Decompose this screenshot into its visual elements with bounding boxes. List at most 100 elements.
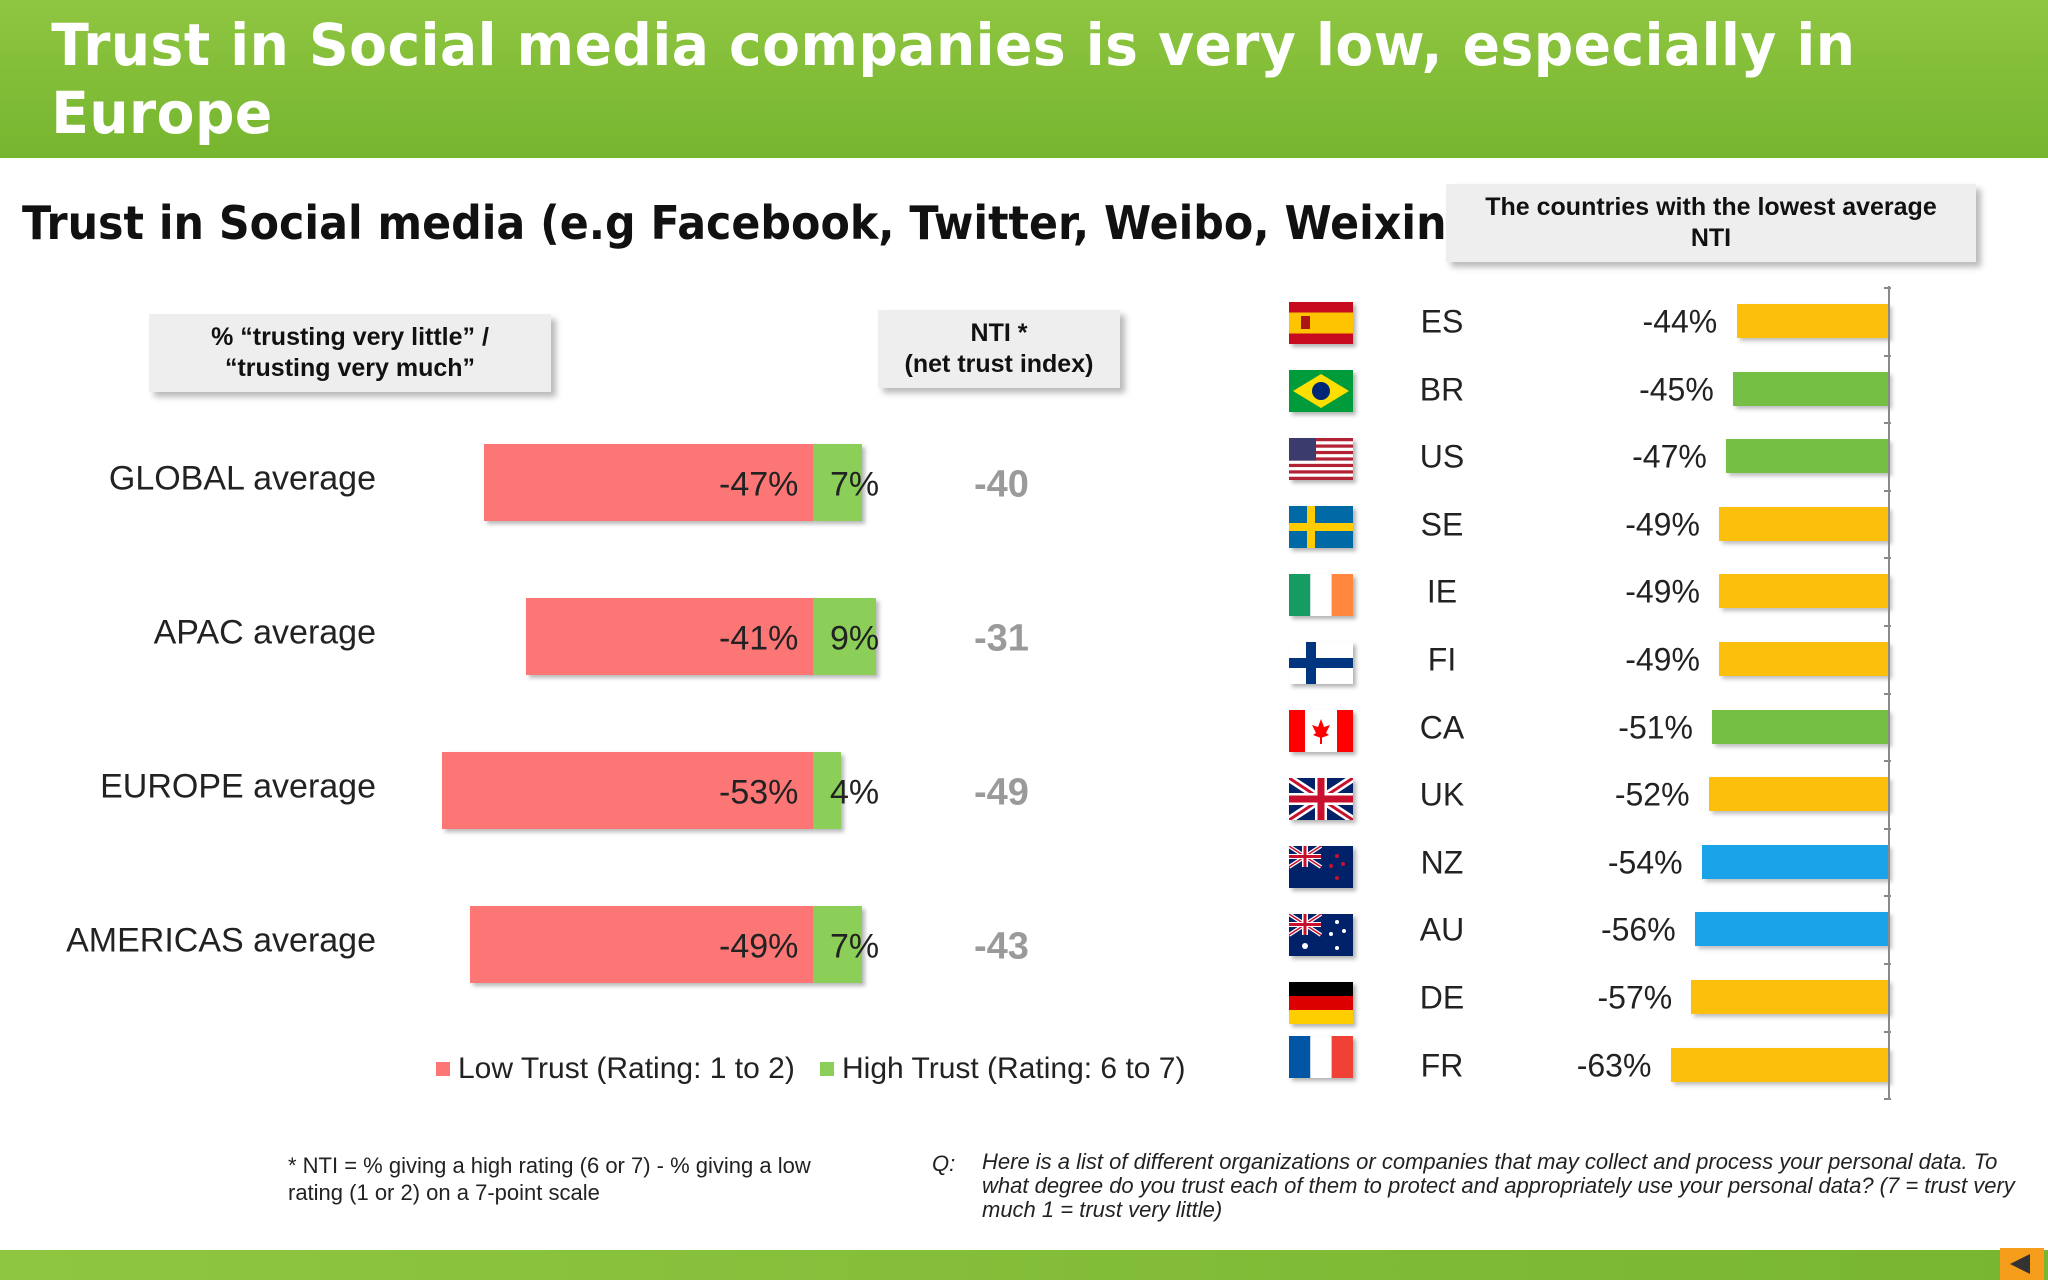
bar-nz [1701, 844, 1889, 879]
trust-label-box: % “trusting very little” / “trusting very… [149, 314, 551, 392]
footer-bar [0, 1250, 2048, 1280]
value-low-europe-average: -53% [719, 773, 799, 811]
bar-high-apac-average [813, 598, 876, 675]
axis-tick [1884, 557, 1891, 560]
flag-us-icon [1289, 438, 1353, 480]
axis-tick [1884, 692, 1891, 695]
value-low-americas-average: -49% [719, 927, 799, 965]
previous-slide-button[interactable] [2000, 1248, 2044, 1280]
legend-high: High Trust (Rating: 6 to 7) [820, 1052, 1185, 1086]
country-code-au: AU [1419, 911, 1465, 948]
value-de: -57% [1597, 979, 1673, 1016]
country-code-ca: CA [1419, 709, 1465, 746]
nti-value-global-average: -40 [974, 463, 1029, 505]
bar-fi [1719, 642, 1889, 676]
axis-tick [1884, 625, 1891, 627]
country-code-ie: IE [1426, 573, 1458, 610]
value-br: -45% [1639, 371, 1714, 408]
trust-label-line1: % “trusting very little” / [211, 323, 489, 351]
bar-high-global-average [813, 444, 862, 521]
bar-low-americas-average [470, 906, 813, 983]
legend-high-label: High Trust (Rating: 6 to 7) [842, 1052, 1186, 1085]
nti-footnote: * NTI = % giving a high rating (6 or 7) … [288, 1152, 848, 1206]
value-es: -44% [1642, 303, 1718, 340]
bar-low-apac-average [526, 598, 813, 675]
lowest-nti-box: The countries with the lowest average NTI [1446, 184, 1976, 262]
axis-tick [1884, 354, 1891, 357]
legend-low-swatch [436, 1062, 450, 1076]
value-fi: -49% [1625, 641, 1700, 678]
value-nz: -54% [1607, 844, 1683, 881]
header-banner: Trust in Social media companies is very … [0, 0, 2048, 158]
page-title: Trust in Social media companies is very … [51, 11, 1856, 147]
question-text: Here is a list of different organization… [982, 1150, 2028, 1222]
country-code-de: DE [1419, 979, 1465, 1016]
lowest-nti-line1: The countries with the lowest average [1485, 193, 1937, 221]
country-chart-axis [1888, 286, 1890, 1098]
axis-tick [1884, 287, 1891, 289]
bar-fr [1670, 1047, 1889, 1082]
chart-subtitle: Trust in Social media (e.g Facebook, Twi… [22, 196, 1467, 250]
country-code-nz: NZ [1420, 844, 1464, 881]
nti-value-apac-average: -31 [974, 617, 1029, 659]
category-label-global-average: GLOBAL average [108, 459, 376, 497]
country-code-uk: UK [1419, 776, 1465, 813]
flag-au-icon [1289, 914, 1353, 956]
category-label-europe-average: EUROPE average [100, 767, 376, 805]
bar-high-europe-average [813, 752, 841, 829]
question-label: Q: [932, 1151, 956, 1176]
bar-de [1691, 980, 1889, 1014]
flag-uk-icon [1289, 778, 1353, 820]
value-high-global-average: 7% [830, 465, 880, 503]
legend-low: Low Trust (Rating: 1 to 2) [436, 1052, 795, 1086]
value-low-apac-average: -41% [719, 619, 799, 657]
flag-ca-icon [1289, 710, 1353, 752]
axis-tick [1884, 1098, 1891, 1101]
trust-label-line2: “trusting very much” [224, 354, 476, 382]
value-us: -47% [1632, 438, 1707, 475]
value-high-apac-average: 9% [830, 619, 880, 657]
nti-value-americas-average: -43 [974, 925, 1029, 967]
flag-es-icon [1289, 302, 1353, 344]
axis-tick [1884, 1030, 1891, 1033]
category-label-apac-average: APAC average [153, 613, 376, 651]
value-high-europe-average: 4% [830, 773, 880, 811]
nti-label-line2: (net trust index) [904, 350, 1094, 378]
flag-fi-icon [1289, 642, 1353, 684]
value-ie: -49% [1625, 573, 1700, 610]
category-label-americas-average: AMERICAS average [66, 921, 376, 959]
axis-tick [1884, 895, 1891, 898]
country-code-fi: FI [1427, 641, 1457, 678]
country-code-br: BR [1419, 371, 1465, 408]
bar-us [1726, 439, 1889, 474]
flag-ie-icon [1289, 574, 1353, 616]
bar-low-europe-average [442, 752, 813, 829]
nti-label-line1: NTI * [970, 319, 1028, 347]
flag-fr-icon [1289, 1036, 1353, 1078]
bar-low-global-average [484, 444, 813, 521]
flag-br-icon [1289, 370, 1353, 412]
nti-label-box: NTI * (net trust index) [878, 310, 1120, 388]
value-ca: -51% [1618, 709, 1693, 746]
lowest-nti-line2: NTI [1690, 224, 1732, 252]
value-low-global-average: -47% [719, 465, 799, 503]
axis-tick [1884, 827, 1891, 830]
axis-tick [1884, 422, 1891, 425]
bar-br [1733, 371, 1889, 406]
axis-tick [1884, 963, 1891, 965]
value-uk: -52% [1614, 776, 1690, 813]
country-code-fr: FR [1420, 1047, 1464, 1084]
bar-se [1719, 506, 1889, 541]
bar-au [1694, 912, 1889, 947]
bar-uk [1708, 777, 1889, 812]
nti-value-europe-average: -49 [974, 771, 1029, 813]
bar-ie [1719, 574, 1889, 609]
value-au: -56% [1600, 911, 1676, 948]
legend-low-label: Low Trust (Rating: 1 to 2) [458, 1052, 795, 1085]
bar-high-americas-average [813, 906, 862, 983]
value-fr: -63% [1576, 1047, 1652, 1084]
value-high-americas-average: 7% [830, 927, 880, 965]
nti-footnote-text: * NTI = % giving a high rating (6 or 7) … [288, 1153, 811, 1205]
question-text-body: Here is a list of different organization… [982, 1149, 2015, 1222]
country-code-se: SE [1420, 506, 1464, 543]
